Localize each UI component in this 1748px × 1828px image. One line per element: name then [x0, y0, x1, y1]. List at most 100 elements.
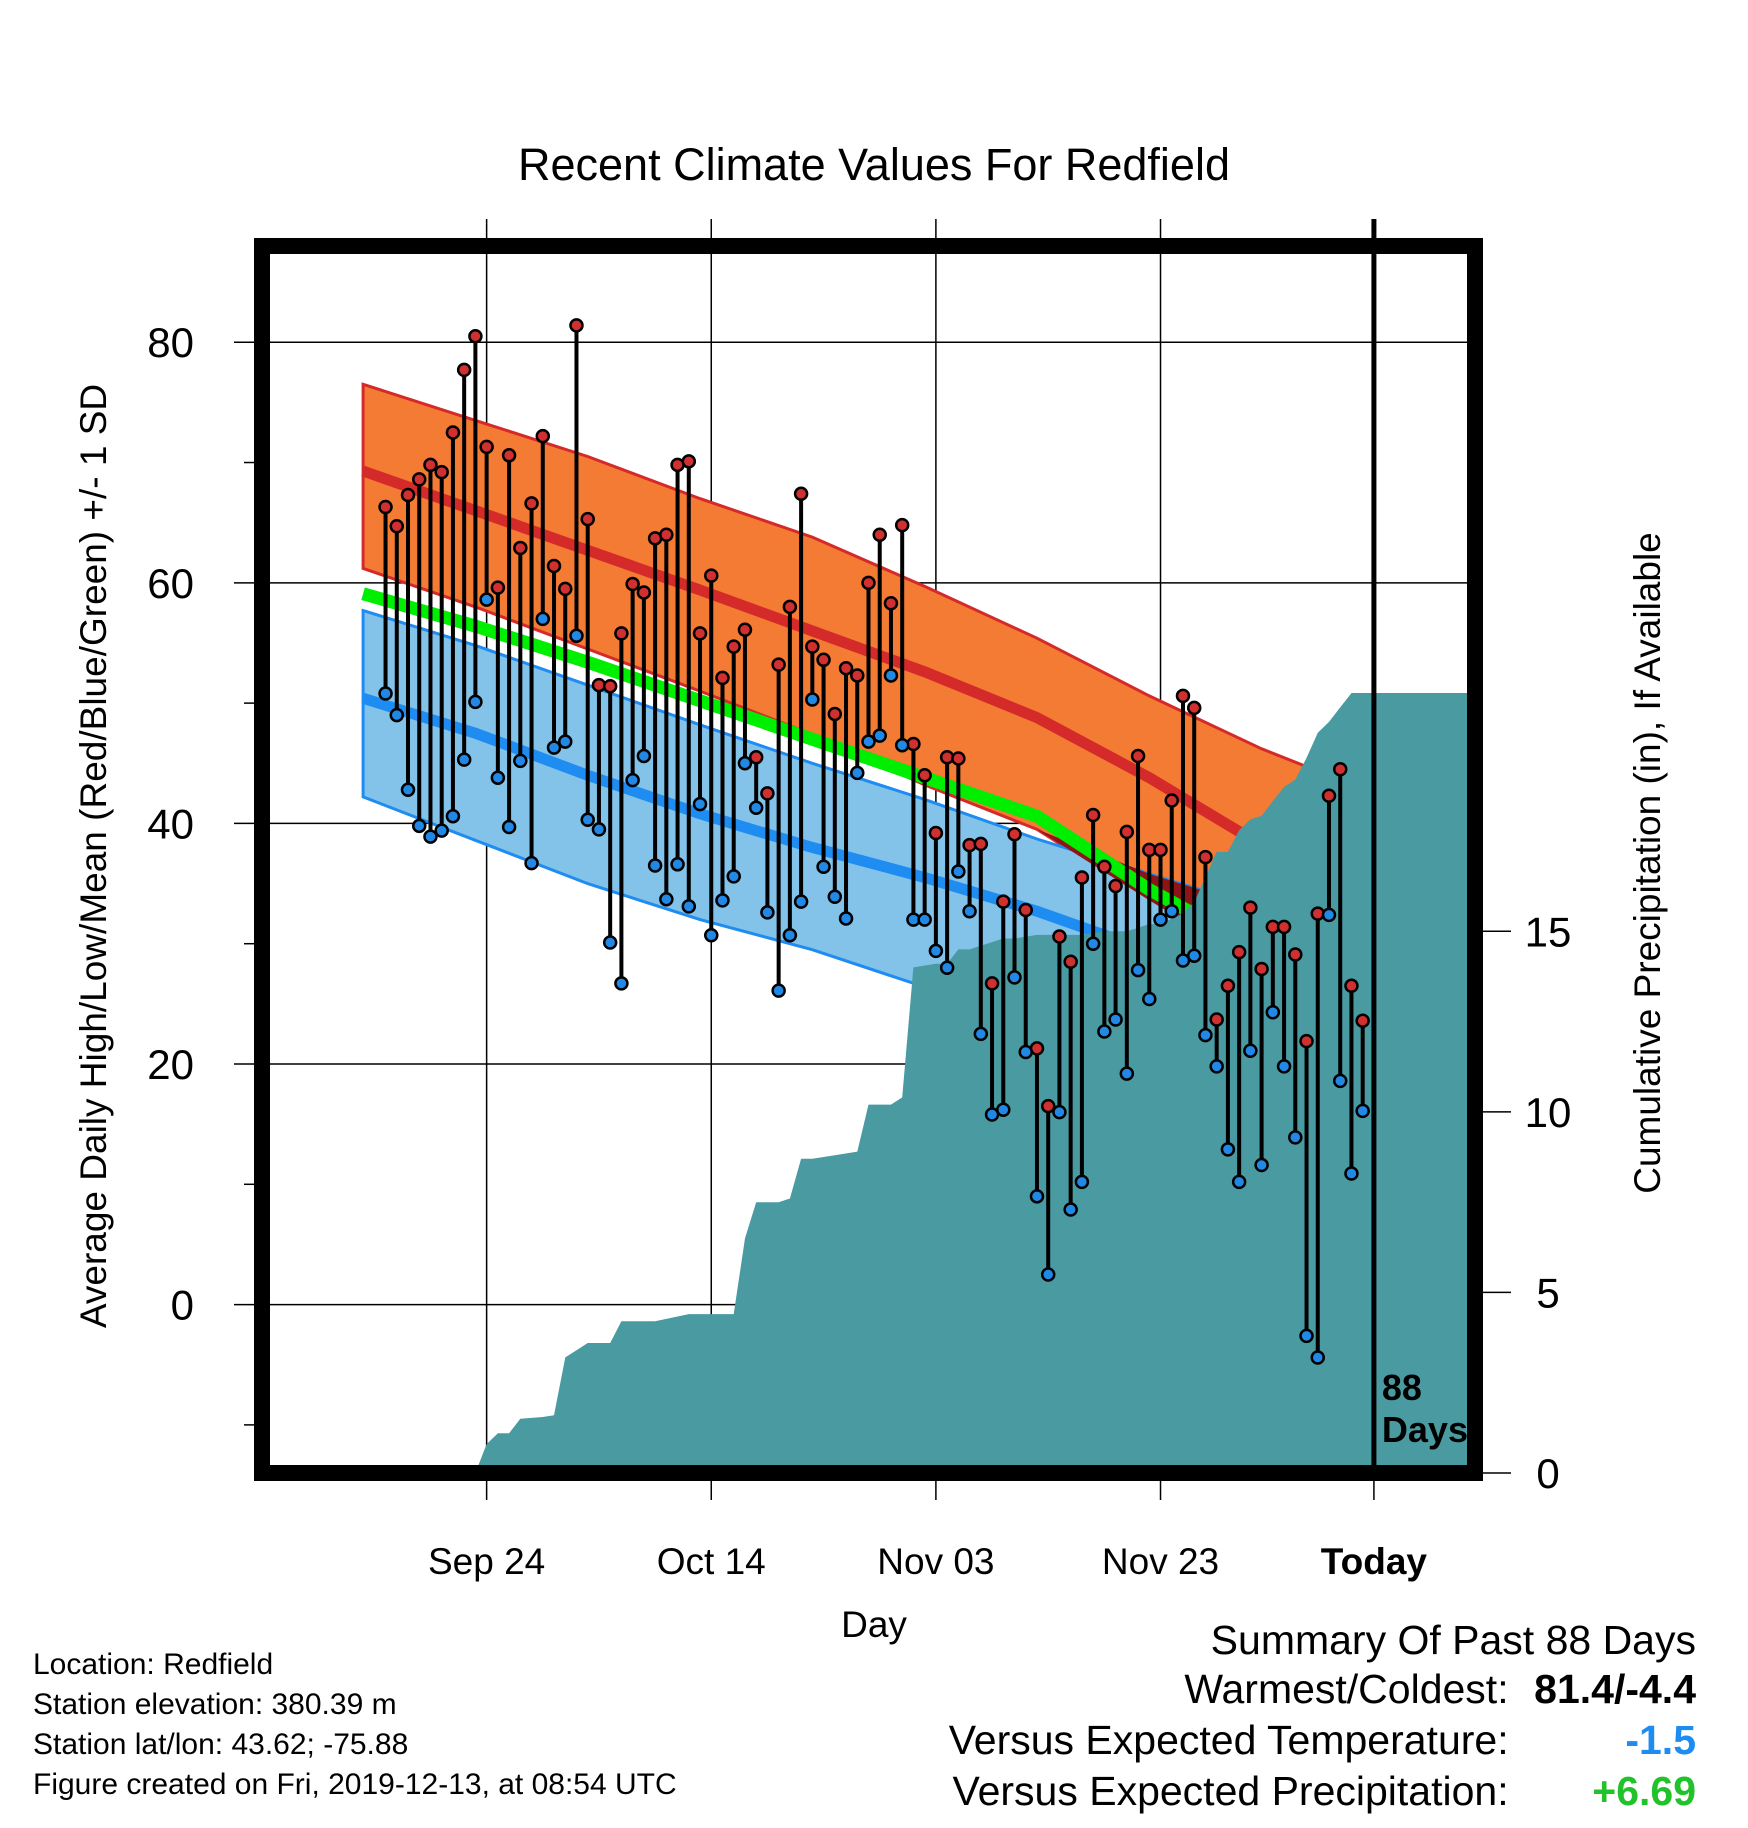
x-tick-label: Nov 03	[877, 1541, 994, 1582]
low-point	[479, 592, 494, 607]
low-point	[1029, 1189, 1045, 1204]
low-markers	[378, 592, 1370, 1365]
low-point	[1040, 1267, 1056, 1282]
high-point	[1074, 870, 1090, 885]
low-point	[1085, 936, 1101, 951]
high-point	[1063, 954, 1078, 969]
warm-cold-row: Warmest/Coldest: 81.4/-4.4	[949, 1664, 1696, 1715]
warm-cold-value: 81.4/-4.4	[1534, 1666, 1696, 1712]
x-tick-label: Sep 24	[428, 1541, 545, 1582]
high-point	[1186, 700, 1202, 716]
low-point	[1332, 1073, 1348, 1089]
summary-panel: Summary Of Past 88 Days Warmest/Coldest:…	[949, 1616, 1696, 1817]
high-point	[984, 976, 1000, 991]
low-point	[1130, 962, 1146, 978]
temp-anomaly-row: Versus Expected Temperature: -1.5	[949, 1715, 1696, 1766]
high-point	[1119, 824, 1135, 840]
high-point	[1153, 842, 1168, 858]
high-point	[1018, 902, 1033, 918]
high-point	[1198, 849, 1213, 865]
high-point	[614, 626, 629, 641]
low-point	[400, 782, 416, 797]
latlon-text: Station lat/lon: 43.62; -75.88	[33, 1728, 409, 1761]
low-point	[411, 818, 427, 834]
low-point	[1265, 1005, 1281, 1020]
high-point	[1052, 929, 1067, 944]
low-point	[1288, 1130, 1303, 1145]
station-info: Location: Redfield Station elevation: 38…	[33, 1645, 677, 1805]
high-point	[580, 511, 595, 527]
precip-anomaly-row: Versus Expected Precipitation: +6.69	[949, 1766, 1697, 1817]
low-point	[704, 928, 719, 943]
chart-title: Recent Climate Values For Redfield	[518, 139, 1230, 190]
high-point	[1321, 788, 1337, 803]
high-point	[389, 519, 405, 534]
high-point	[490, 580, 506, 595]
low-point	[1052, 1104, 1067, 1120]
high-point	[771, 657, 786, 672]
high-point	[748, 750, 764, 765]
low-point	[737, 756, 753, 771]
low-point	[838, 911, 854, 926]
high-point	[558, 581, 573, 597]
low-point	[1097, 1024, 1112, 1039]
plot-area: 88 Days	[254, 219, 1483, 1500]
low-point	[636, 748, 652, 764]
high-point	[704, 568, 719, 583]
high-point	[535, 428, 551, 444]
high-point	[827, 706, 843, 722]
low-point	[423, 829, 438, 844]
high-sd-band	[361, 382, 1475, 1044]
high-point	[546, 558, 562, 574]
plot-frame	[254, 238, 1483, 1481]
right-axis-label: Cumulative Precipitation (in), If Availa…	[1627, 532, 1668, 1194]
high-point	[456, 362, 472, 378]
left-tick-label: 0	[171, 1282, 194, 1329]
low-point	[1310, 1350, 1326, 1365]
low-point	[894, 737, 910, 753]
low-point	[1243, 1043, 1258, 1059]
low-point	[1153, 912, 1168, 927]
x-tick-label: Today	[1321, 1541, 1428, 1582]
high-point	[996, 894, 1011, 909]
temp-anomaly-value: -1.5	[1625, 1717, 1696, 1763]
high-point	[1332, 762, 1348, 777]
low-point	[524, 855, 539, 871]
x-tick-label: Oct 14	[657, 1541, 766, 1582]
elevation-text: Station elevation: 380.39 m	[33, 1688, 397, 1721]
high-point	[838, 660, 854, 676]
low-point	[591, 822, 607, 837]
low-point	[816, 859, 831, 874]
high-point	[681, 454, 697, 469]
left-axis: 0 20 40 60 80	[147, 319, 254, 1426]
left-axis-label: Average Daily High/Low/Mean (Red/Blue/Gr…	[73, 384, 114, 1328]
high-point	[1220, 978, 1236, 994]
x-axis: Sep 24 Oct 14 Nov 03 Nov 23 Today	[428, 1541, 1427, 1582]
low-point	[378, 686, 393, 701]
low-point	[1164, 903, 1179, 919]
right-tick-label: 5	[1536, 1269, 1559, 1316]
low-point	[513, 753, 528, 769]
high-point	[1254, 961, 1269, 977]
high-point	[726, 639, 741, 654]
high-point	[1040, 1098, 1056, 1114]
low-point	[1142, 991, 1157, 1007]
high-point	[715, 670, 730, 686]
low-point	[1355, 1103, 1370, 1119]
high-point	[378, 499, 393, 515]
today-days-word: Days	[1382, 1409, 1468, 1450]
low-point	[962, 903, 977, 919]
low-point	[1299, 1328, 1314, 1344]
left-tick-label: 60	[147, 560, 194, 607]
high-point	[445, 425, 461, 440]
precip-anomaly-value: +6.69	[1592, 1768, 1696, 1814]
x-tick-label: Nov 23	[1102, 1541, 1219, 1582]
low-point	[670, 857, 685, 872]
high-point	[501, 448, 517, 463]
right-tick-label: 10	[1525, 1089, 1572, 1136]
low-point	[602, 935, 618, 950]
left-tick-label: 40	[147, 800, 194, 847]
low-point	[445, 808, 461, 824]
low-point	[681, 899, 697, 914]
low-point	[468, 694, 483, 710]
